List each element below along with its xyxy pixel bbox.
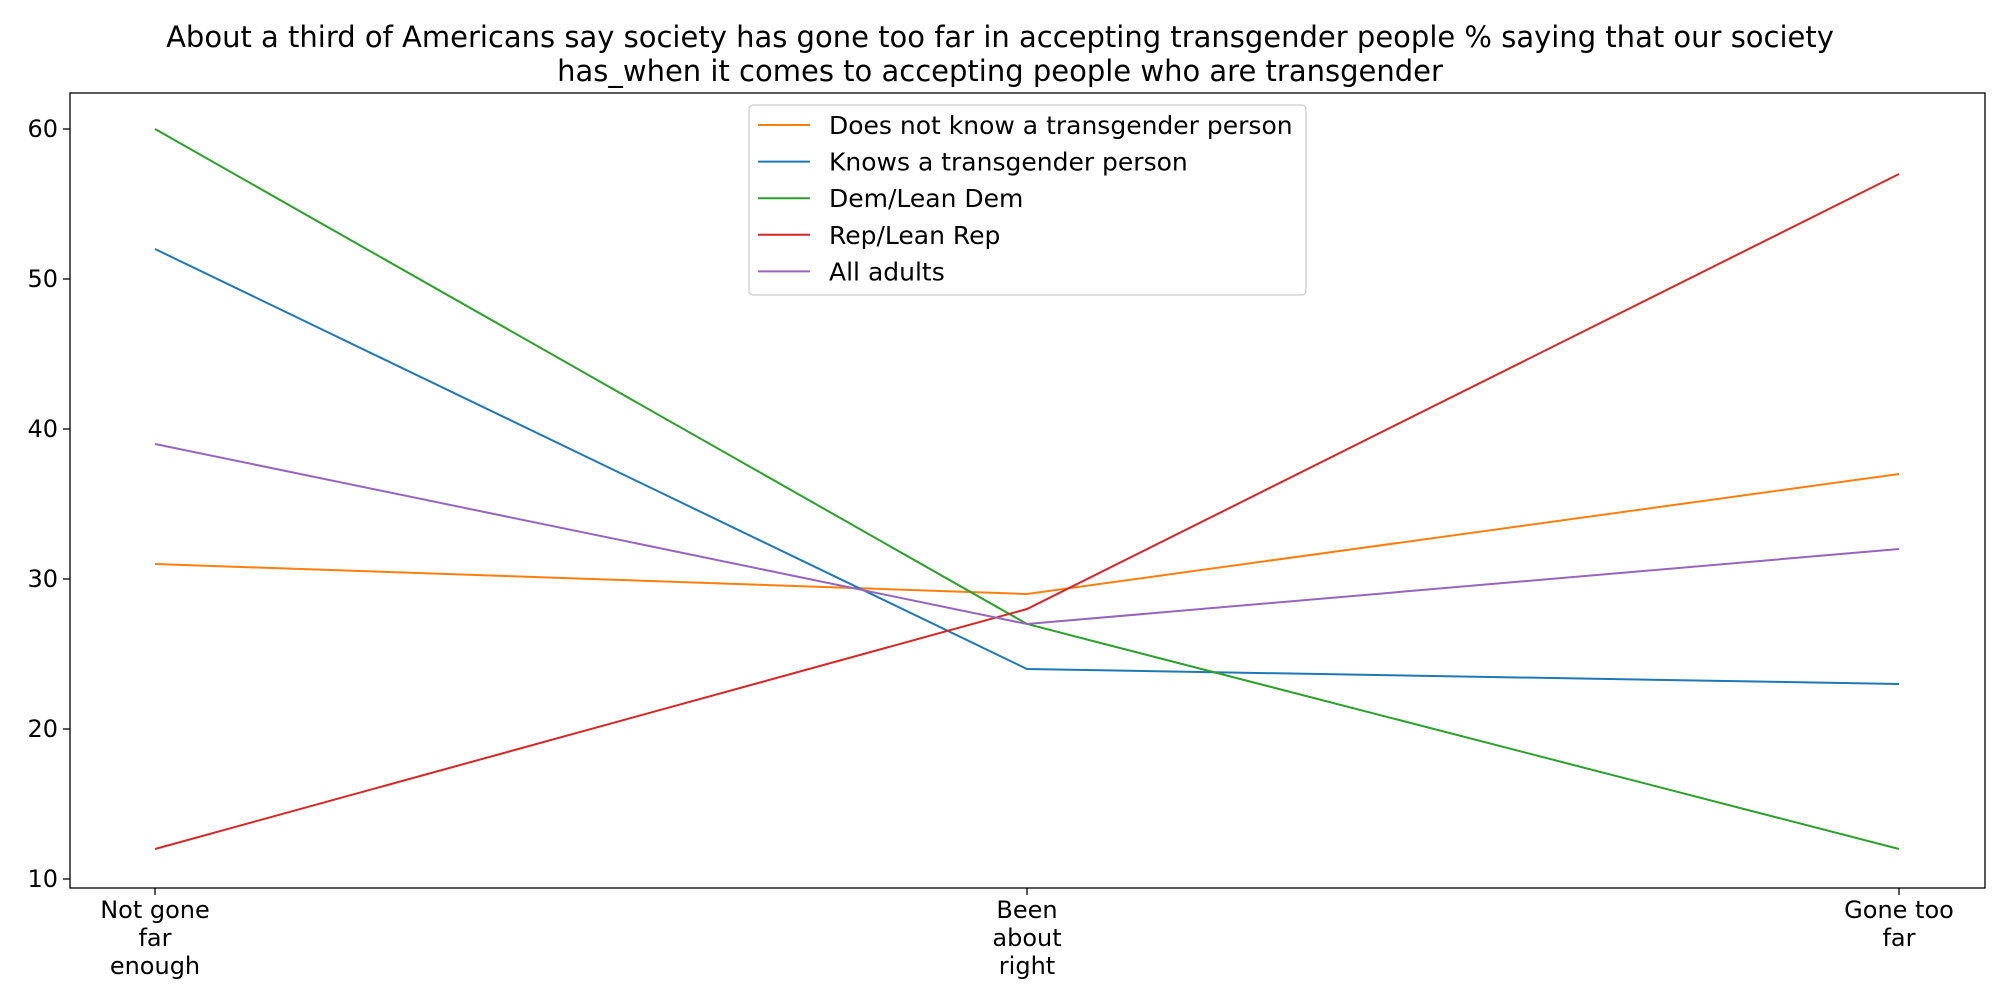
legend-item: Rep/Lean Rep	[758, 221, 1000, 250]
legend-item: Dem/Lean Dem	[758, 184, 1023, 213]
y-tick-label: 30	[27, 565, 58, 593]
y-tick-label: 50	[27, 265, 58, 293]
x-tick-label-line: enough	[110, 952, 200, 980]
series-layer	[154, 128, 1900, 850]
legend-label: Does not know a transgender person	[829, 111, 1293, 140]
legend-item: Does not know a transgender person	[758, 111, 1293, 140]
chart-title-line-2: has_when it comes to accepting people wh…	[557, 54, 1443, 88]
series-line-1	[154, 248, 1900, 685]
y-tick-label: 20	[27, 715, 58, 743]
x-tick-label-line: far	[1882, 924, 1915, 952]
y-tick-label: 40	[27, 415, 58, 443]
chart-title-line-1: About a third of Americans say society h…	[166, 20, 1834, 54]
y-tick-label: 10	[27, 865, 58, 893]
legend: Does not know a transgender person Knows …	[748, 104, 1307, 296]
legend-item: Knows a transgender person	[758, 148, 1188, 177]
chart-title: About a third of Americans say society h…	[0, 20, 2000, 88]
series-line-0	[154, 473, 1900, 596]
legend-label: All adults	[829, 257, 945, 286]
x-tick-label-line: Been	[996, 896, 1057, 924]
series-line-3	[154, 173, 1900, 850]
x-tick-label-line: about	[992, 924, 1061, 952]
x-tick-label-line: Not gone	[100, 896, 210, 924]
y-tick-label: 60	[27, 115, 58, 143]
legend-label: Knows a transgender person	[829, 148, 1188, 177]
x-tick-label-line: far	[138, 924, 171, 952]
y-axis: 10 20 30 40 50 60	[27, 115, 70, 893]
x-tick-label-line: right	[999, 952, 1055, 980]
series-line-4	[154, 443, 1900, 626]
legend-label: Dem/Lean Dem	[829, 184, 1023, 213]
legend-label: Rep/Lean Rep	[829, 221, 1000, 250]
x-tick-label-line: Gone too	[1844, 896, 1954, 924]
legend-box	[748, 104, 1307, 296]
legend-item: All adults	[758, 257, 945, 286]
